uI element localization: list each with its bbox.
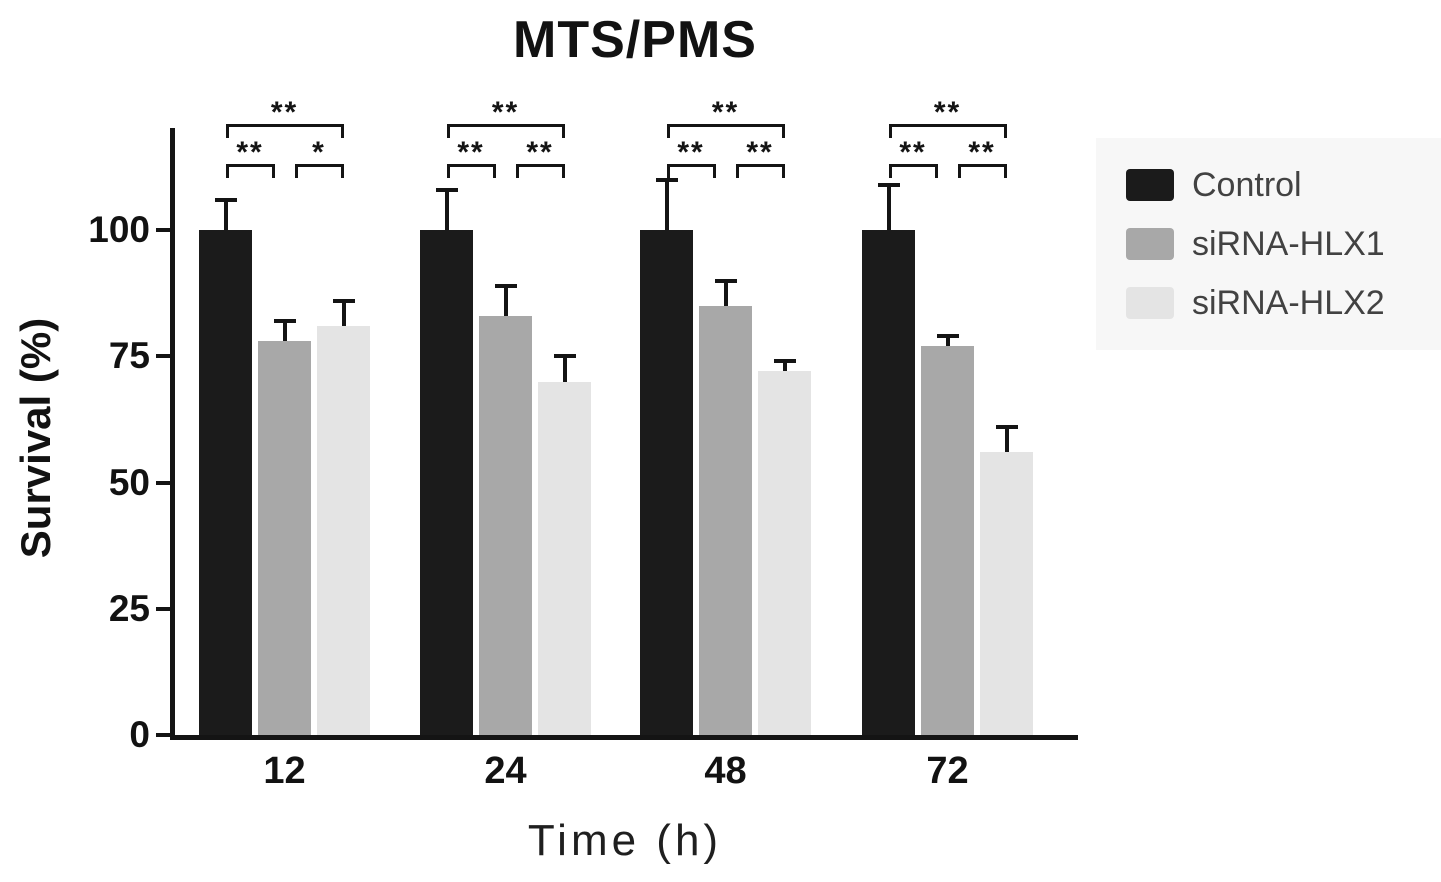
- bar-control-72h: [862, 230, 915, 735]
- legend: Control siRNA-HLX1 siRNA-HLX2: [1126, 168, 1385, 320]
- y-tick-label: 25: [108, 587, 150, 629]
- legend-swatch: [1126, 228, 1174, 260]
- significance-bracket: [515, 164, 565, 178]
- error-bar-cap: [936, 334, 959, 339]
- legend-label: siRNA-HLX2: [1192, 284, 1385, 322]
- bar-sirna-hlx1-48h: [699, 305, 752, 735]
- error-bar-line: [723, 280, 728, 306]
- significance-label: **: [899, 136, 927, 169]
- significance-label: **: [270, 96, 299, 129]
- error-bar-line: [945, 336, 950, 347]
- error-bar-cap: [773, 359, 796, 364]
- bar-control-24h: [420, 230, 473, 735]
- significance-label: *: [312, 136, 326, 169]
- y-tick-mark: [156, 733, 170, 737]
- error-bar-cap: [714, 278, 737, 283]
- y-axis-line: [170, 128, 175, 740]
- x-axis-label: Time (h): [527, 816, 723, 865]
- significance-bracket: [446, 124, 565, 138]
- legend-swatch: [1126, 287, 1174, 319]
- error-bar-cap: [435, 187, 458, 192]
- significance-bracket: [225, 124, 344, 138]
- bar-sirna-hlx1-24h: [479, 315, 532, 735]
- significance-label: **: [933, 96, 962, 129]
- error-bar-cap: [995, 424, 1018, 429]
- error-bar-cap: [877, 182, 900, 187]
- error-bar-line: [782, 361, 787, 372]
- y-tick-label: 75: [108, 335, 150, 377]
- significance-label: **: [968, 136, 996, 169]
- chart-title: MTS/PMS: [513, 11, 757, 69]
- significance-bracket: [225, 164, 275, 178]
- error-bar-line: [444, 189, 449, 230]
- x-axis-line: [170, 735, 1078, 740]
- significance-label: **: [677, 136, 705, 169]
- significance-label: **: [457, 136, 485, 169]
- legend-label: Control: [1192, 166, 1302, 204]
- bar-sirna-hlx2-72h: [980, 452, 1033, 735]
- significance-bracket: [446, 164, 496, 178]
- error-bar-line: [282, 320, 287, 342]
- x-tick-label-12h: 12: [263, 750, 306, 792]
- error-bar-line: [664, 179, 669, 230]
- y-tick-label: 100: [88, 209, 150, 250]
- error-bar-cap: [655, 177, 678, 182]
- legend-item-control: Control: [1126, 168, 1385, 202]
- bar-sirna-hlx1-72h: [921, 346, 974, 735]
- significance-bracket: [957, 164, 1007, 178]
- legend-label: siRNA-HLX1: [1192, 225, 1385, 263]
- significance-bracket: [888, 164, 938, 178]
- significance-bracket: [666, 124, 785, 138]
- error-bar-line: [503, 285, 508, 316]
- significance-bracket: [888, 124, 1007, 138]
- significance-bracket: [666, 164, 716, 178]
- error-bar-line: [223, 199, 228, 230]
- bar-sirna-hlx2-48h: [758, 371, 811, 735]
- legend-swatch: [1126, 169, 1174, 201]
- x-tick-label-48h: 48: [704, 750, 747, 792]
- significance-label: **: [711, 96, 740, 129]
- bar-sirna-hlx1-12h: [258, 341, 311, 735]
- x-tick-label-24h: 24: [484, 750, 527, 792]
- significance-label: **: [491, 96, 520, 129]
- significance-label: **: [746, 136, 774, 169]
- legend-item-sirna-hlx1: siRNA-HLX1: [1126, 227, 1385, 261]
- y-tick-mark: [156, 354, 170, 359]
- y-tick-mark: [156, 228, 170, 232]
- bar-control-48h: [640, 230, 693, 735]
- error-bar-cap: [553, 354, 576, 359]
- significance-bracket: [294, 164, 344, 178]
- error-bar-line: [562, 356, 567, 382]
- y-tick-mark: [156, 480, 170, 485]
- bar-sirna-hlx2-12h: [317, 325, 370, 735]
- bar-sirna-hlx2-24h: [538, 381, 591, 735]
- error-bar-cap: [214, 197, 237, 202]
- error-bar-line: [341, 300, 346, 326]
- y-tick-mark: [156, 606, 170, 611]
- y-tick-label: 0: [129, 714, 150, 755]
- significance-label: **: [236, 136, 264, 169]
- bar-control-12h: [199, 230, 252, 735]
- error-bar-line: [1004, 426, 1009, 453]
- error-bar-cap: [494, 283, 517, 288]
- significance-label: **: [526, 136, 554, 169]
- x-tick-label-72h: 72: [926, 750, 969, 792]
- y-tick-label: 50: [108, 461, 150, 503]
- significance-bracket: [735, 164, 785, 178]
- legend-item-sirna-hlx2: siRNA-HLX2: [1126, 286, 1385, 320]
- error-bar-line: [886, 184, 891, 230]
- error-bar-cap: [273, 318, 296, 323]
- error-bar-cap: [332, 298, 355, 303]
